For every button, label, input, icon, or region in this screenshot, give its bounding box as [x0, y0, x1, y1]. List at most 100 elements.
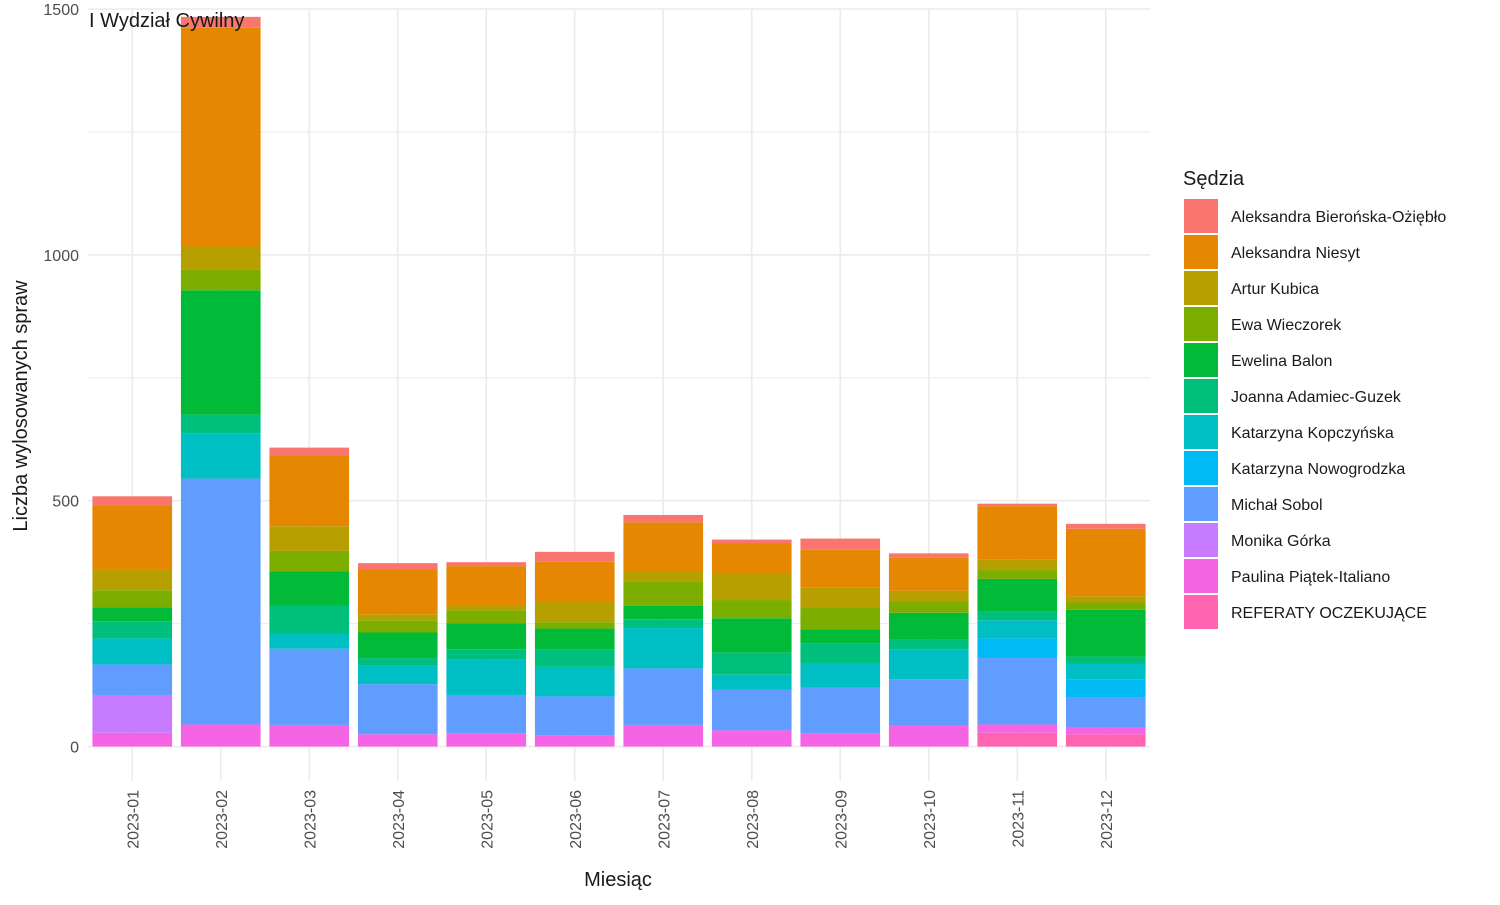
- bar-segment: [711, 652, 792, 675]
- bar-segment: [977, 638, 1058, 659]
- bar-segment: [534, 628, 615, 650]
- x-tick-label: 2023-09: [833, 790, 850, 849]
- bar-segment: [1065, 697, 1146, 728]
- bar-segment: [180, 433, 261, 479]
- bar-segment: [623, 581, 704, 606]
- x-tick-label: 2023-05: [479, 790, 496, 849]
- y-axis-title: Liczba wylosowanych spraw: [10, 280, 32, 532]
- bar-segment: [888, 725, 969, 747]
- bar-segment: [888, 679, 969, 726]
- bar-segment: [711, 618, 792, 653]
- bar-segment: [800, 662, 881, 688]
- legend-label: Joanna Adamiec-Guzek: [1231, 389, 1402, 406]
- legend-swatch: [1184, 595, 1218, 629]
- x-tick-label: 2023-02: [214, 790, 231, 849]
- bar-segment: [977, 503, 1058, 507]
- bar-segment: [888, 601, 969, 613]
- bar-segment: [446, 605, 527, 611]
- bar-segment: [977, 732, 1058, 747]
- y-tick-label: 0: [70, 740, 79, 757]
- legend-swatch: [1184, 559, 1218, 593]
- legend-title: Sędzia: [1183, 168, 1245, 190]
- legend-swatch: [1184, 235, 1218, 269]
- bar-segment: [534, 622, 615, 629]
- bar-segment: [623, 619, 704, 629]
- bar-segment: [534, 666, 615, 697]
- bar-segment: [357, 614, 438, 621]
- legend-swatch: [1184, 271, 1218, 305]
- y-axis: 0 500 1000 1500: [43, 2, 79, 757]
- legend-swatch: [1184, 199, 1218, 233]
- bar-segment: [623, 605, 704, 620]
- bar-segment: [92, 607, 173, 622]
- bar-segment: [180, 269, 261, 291]
- legend-swatch: [1184, 307, 1218, 341]
- x-tick-label: 2023-04: [391, 790, 408, 849]
- legend-label: Aleksandra Bierońska-Ożiębło: [1231, 209, 1446, 226]
- bar-segment: [92, 621, 173, 639]
- bar-segment: [623, 724, 704, 747]
- y-tick-label: 1500: [43, 2, 79, 19]
- bar-segment: [977, 559, 1058, 571]
- bar-segment: [711, 573, 792, 601]
- legend-label: Monika Górka: [1231, 533, 1331, 550]
- legend-swatch: [1184, 379, 1218, 413]
- legend-label: Paulina Piątek-Italiano: [1231, 569, 1390, 586]
- bar-segment: [534, 561, 615, 602]
- x-tick-label: 2023-03: [302, 790, 319, 849]
- legend-swatch: [1184, 487, 1218, 521]
- bar-segment: [534, 551, 615, 562]
- bar-segment: [269, 571, 350, 606]
- bar-segment: [711, 543, 792, 574]
- legend-label: Aleksandra Niesyt: [1231, 245, 1361, 262]
- x-tick-label: 2023-10: [922, 790, 939, 849]
- bar-segment: [180, 290, 261, 415]
- bar-segment: [623, 571, 704, 582]
- bar-segment: [269, 633, 350, 649]
- bar-segment: [888, 557, 969, 591]
- x-tick-label: 2023-11: [1010, 790, 1027, 848]
- x-tick-label: 2023-08: [745, 790, 762, 849]
- bar-segment: [977, 578, 1058, 612]
- bar-segment: [269, 455, 350, 527]
- bar-segment: [623, 514, 704, 523]
- bar-segment: [269, 526, 350, 551]
- bar-segment: [623, 522, 704, 572]
- legend-label: Katarzyna Nowogrodzka: [1231, 461, 1405, 478]
- bar-segment: [800, 538, 881, 550]
- bar-segment: [534, 601, 615, 623]
- x-tick-label: 2023-06: [568, 790, 585, 849]
- bar-segment: [1065, 523, 1146, 529]
- bar-segment: [446, 694, 527, 734]
- bar-segment: [446, 566, 527, 606]
- legend-label: REFERATY OCZEKUJĄCE: [1231, 605, 1427, 622]
- bar-segment: [180, 414, 261, 434]
- bar-segment: [357, 684, 438, 735]
- bar-segment: [800, 687, 881, 734]
- bar-segment: [623, 668, 704, 725]
- bar-segment: [1065, 609, 1146, 657]
- x-axis-title: Miesiąc: [584, 869, 652, 891]
- bar-segment: [888, 590, 969, 602]
- x-tick-label: 2023-12: [1099, 790, 1116, 849]
- bar-segment: [711, 600, 792, 619]
- bar-segment: [357, 665, 438, 685]
- bar-segment: [711, 674, 792, 690]
- bar-segment: [711, 730, 792, 747]
- bar-segment: [1065, 727, 1146, 735]
- bar-segment: [800, 643, 881, 663]
- bars: [92, 16, 1146, 747]
- bar-segment: [800, 587, 881, 608]
- bar-segment: [92, 505, 173, 570]
- bar-segment: [534, 696, 615, 736]
- bar-segment: [92, 638, 173, 665]
- bar-segment: [446, 562, 527, 567]
- bar-segment: [977, 658, 1058, 725]
- bar-segment: [1065, 602, 1146, 610]
- x-axis: 2023-01 2023-02 2023-03 2023-04 2023-05 2023-…: [125, 790, 1116, 849]
- bar-segment: [977, 611, 1058, 621]
- legend: Sędzia Aleksandra Bierońska-Ożiębło Aleks…: [1183, 168, 1446, 629]
- legend-swatch: [1184, 451, 1218, 485]
- bar-segment: [711, 689, 792, 731]
- bar-segment: [446, 659, 527, 695]
